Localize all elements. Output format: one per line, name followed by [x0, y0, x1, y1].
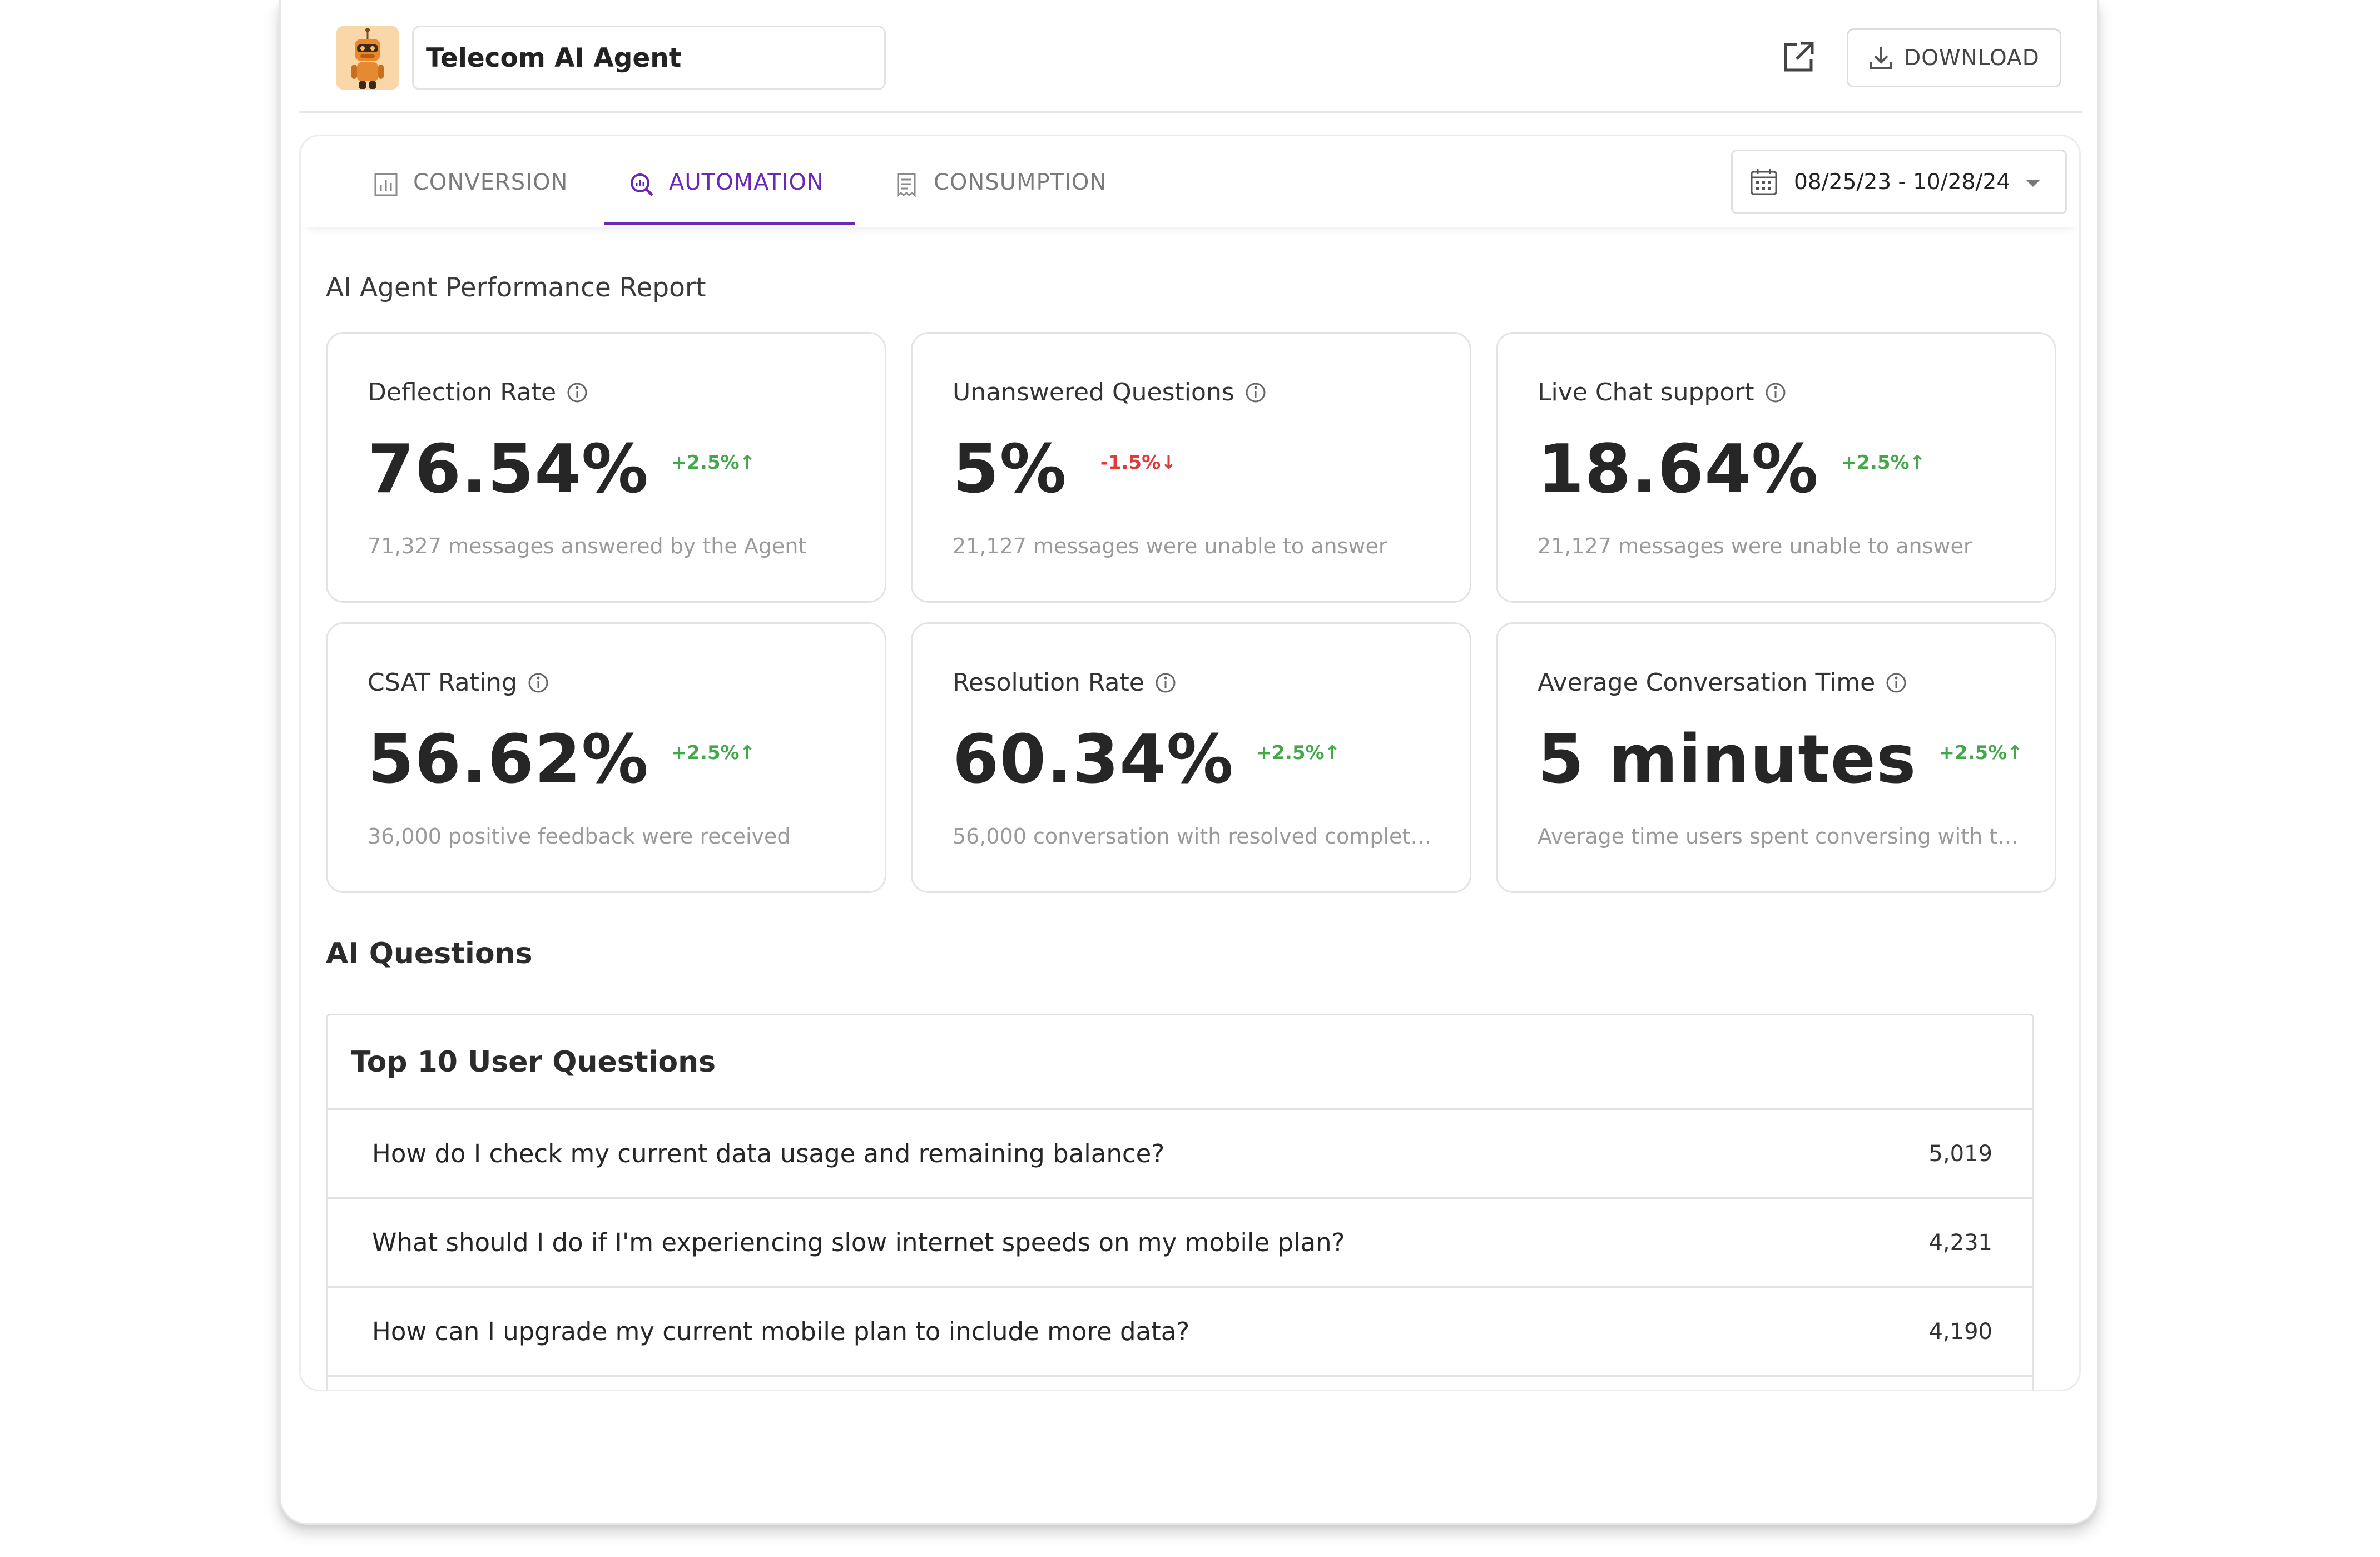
info-icon[interactable]: [566, 381, 588, 404]
metric-delta: +2.5%: [1841, 452, 1910, 474]
metric-subtext: Average time users spent conversing with…: [1538, 824, 2027, 849]
active-tab-indicator: [604, 222, 855, 225]
report-title: AI Agent Performance Report: [326, 272, 706, 303]
question-text: What should I do if I'm experiencing slo…: [372, 1228, 1345, 1257]
arrow-up-icon: ↑: [1324, 742, 1341, 765]
question-text: How do I check my current data usage and…: [372, 1139, 1165, 1168]
table-row[interactable]: What should I do if I'm experiencing slo…: [328, 1199, 2032, 1288]
metric-delta: +2.5%: [1256, 742, 1325, 765]
question-text: How can I upgrade my current mobile plan…: [372, 1317, 1190, 1346]
arrow-up-icon: ↑: [2007, 742, 2023, 765]
date-range-picker[interactable]: 08/25/23 - 10/28/24: [1731, 150, 2067, 214]
table-row[interactable]: How can I upgrade my current mobile plan…: [328, 1288, 2032, 1377]
metric-title: Live Chat support: [1538, 378, 1754, 406]
question-count: 4,190: [1928, 1318, 1992, 1345]
question-count: 4,231: [1928, 1229, 1992, 1256]
tab-automation[interactable]: AUTOMATION: [629, 170, 824, 225]
arrow-down-icon: ↓: [1161, 452, 1177, 474]
metric-delta: -1.5%: [1100, 452, 1161, 474]
ai-questions-title: AI Questions: [326, 937, 533, 970]
date-range-value: 08/25/23 - 10/28/24: [1794, 169, 2011, 195]
info-icon[interactable]: [527, 672, 549, 694]
metric-value: 56.62%: [368, 721, 649, 799]
metric-subtext: 71,327 messages answered by the Agent: [368, 534, 807, 558]
info-icon[interactable]: [1885, 672, 1907, 694]
metric-subtext: 21,127 messages were unable to answer: [1538, 534, 1972, 558]
metric-card-live-chat-support: Live Chat support 18.64% +2.5%↑ 21,127 me…: [1496, 332, 2056, 603]
question-count: 5,019: [1928, 1141, 1992, 1167]
header: Telecom AI Agent DOWNLOAD: [299, 0, 2082, 113]
metric-value: 18.64%: [1538, 431, 1819, 508]
metric-delta: +2.5%: [1938, 742, 2007, 765]
metric-delta: +2.5%: [671, 742, 740, 765]
tab-consumption-label: CONSUMPTION: [934, 170, 1107, 195]
metric-value: 60.34%: [953, 721, 1234, 799]
metric-subtext: 21,127 messages were unable to answer: [953, 534, 1387, 558]
metric-card-average-conversation-time: Average Conversation Time 5 minutes +2.5%…: [1496, 622, 2056, 893]
arrow-up-icon: ↑: [739, 452, 756, 474]
chevron-down-icon: [2026, 180, 2040, 187]
metric-delta: +2.5%: [671, 452, 740, 474]
tab-automation-label: AUTOMATION: [669, 170, 824, 195]
metric-value: 5%: [953, 431, 1067, 508]
metric-card-resolution-rate: Resolution Rate 60.34% +2.5%↑ 56,000 conv…: [911, 622, 1471, 893]
top-questions-table: Top 10 User Questions How do I check my …: [326, 1014, 2034, 1390]
report-panel: CONVERSION AUTOMATION: [299, 135, 2081, 1391]
open-external-icon[interactable]: [1781, 40, 1816, 75]
metric-subtext: 56,000 conversation with resolved comple…: [953, 824, 1442, 849]
agent-title-field[interactable]: Telecom AI Agent: [412, 26, 886, 90]
tab-conversion[interactable]: CONVERSION: [373, 170, 568, 225]
metric-card-csat-rating: CSAT Rating 56.62% +2.5%↑ 36,000 positive…: [326, 622, 886, 893]
info-icon[interactable]: [1764, 381, 1787, 404]
tab-bar: CONVERSION AUTOMATION: [301, 136, 2079, 227]
tab-consumption[interactable]: CONSUMPTION: [894, 170, 1107, 225]
metric-title: Deflection Rate: [368, 378, 557, 406]
info-icon[interactable]: [1154, 672, 1177, 694]
download-button[interactable]: DOWNLOAD: [1847, 28, 2061, 87]
table-row[interactable]: How do I check my current data usage and…: [328, 1110, 2032, 1199]
bar-chart-icon: [374, 173, 398, 196]
metric-title: Resolution Rate: [953, 668, 1144, 697]
metric-card-unanswered-questions: Unanswered Questions 5% -1.5%↓ 21,127 mes…: [911, 332, 1471, 603]
app-window: Telecom AI Agent DOWNLOAD: [279, 0, 2099, 1525]
robot-avatar-icon: [336, 26, 399, 90]
metric-value: 76.54%: [368, 431, 649, 508]
calendar-icon: [1751, 169, 1777, 195]
metric-value: 5 minutes: [1538, 721, 1917, 799]
analytics-search-icon: [631, 173, 653, 196]
metric-title: Unanswered Questions: [953, 378, 1234, 406]
info-icon[interactable]: [1244, 381, 1267, 404]
metric-subtext: 36,000 positive feedback were received: [368, 824, 791, 849]
download-label: DOWNLOAD: [1904, 45, 2040, 71]
tab-conversion-label: CONVERSION: [413, 170, 568, 195]
metric-title: CSAT Rating: [368, 668, 517, 697]
download-icon: [1870, 47, 1893, 69]
receipt-icon: [897, 173, 916, 197]
top-questions-title: Top 10 User Questions: [328, 1015, 2032, 1110]
arrow-up-icon: ↑: [739, 742, 756, 765]
metric-card-deflection-rate: Deflection Rate 76.54% +2.5%↑ 71,327 mess…: [326, 332, 886, 603]
arrow-up-icon: ↑: [1909, 452, 1926, 474]
metric-title: Average Conversation Time: [1538, 668, 1876, 697]
